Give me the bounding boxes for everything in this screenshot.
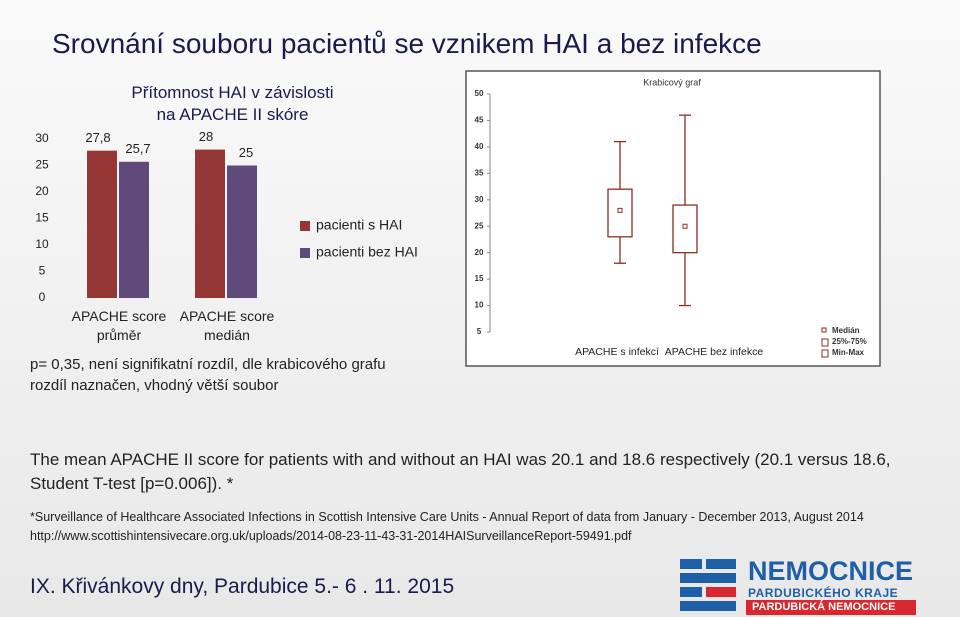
- y-tick-label: 25: [475, 221, 484, 230]
- note: p= 0,35, není signifikatní rozdíl, dle k…: [30, 356, 386, 394]
- legend-swatch: [300, 221, 310, 231]
- y-tick-label: 0: [39, 290, 46, 304]
- value-label: 28: [199, 129, 213, 144]
- legend-label: Medián: [832, 326, 860, 335]
- footer: IX. Křivánkovy dny, Pardubice 5.- 6 . 11…: [30, 575, 455, 598]
- y-tick-label: 10: [35, 237, 49, 251]
- box-chart-title: Krabicový graf: [643, 77, 701, 87]
- y-tick-label: 30: [35, 131, 49, 145]
- bar: [87, 150, 117, 298]
- logo-band: [746, 600, 916, 615]
- legend-swatch: [300, 248, 310, 258]
- y-tick-label: 15: [475, 274, 484, 283]
- y-tick-label: 35: [475, 168, 484, 177]
- legend-label: 25%-75%: [832, 337, 867, 346]
- slide-title: Srovnání souboru pacientů se vznikem HAI…: [52, 28, 762, 59]
- logo-text: PARDUBICKÉHO KRAJE: [748, 586, 899, 600]
- median-marker: [682, 223, 688, 229]
- y-tick-label: 5: [39, 264, 46, 278]
- y-tick-label: 25: [35, 158, 49, 172]
- logo-mark: [680, 555, 740, 613]
- legend-label: Min-Max: [832, 348, 865, 357]
- legend-swatch: [821, 349, 829, 358]
- median-marker: [617, 207, 623, 213]
- legend-label: pacienti s HAI: [316, 217, 402, 233]
- y-tick-label: 20: [475, 248, 484, 257]
- value-label: 25: [239, 145, 253, 160]
- bar: [119, 161, 149, 298]
- y-tick-label: 15: [35, 211, 49, 225]
- legend-label: pacienti bez HAI: [316, 244, 418, 260]
- y-tick-label: 20: [35, 184, 49, 198]
- summary: The mean APACHE II score for patients wi…: [30, 450, 891, 493]
- x-tick-label: APACHE score medián: [179, 308, 275, 343]
- value-label: 27,8: [85, 130, 110, 145]
- x-tick-label: APACHE s infekcí: [575, 346, 659, 358]
- footnote: *Surveillance of Healthcare Associated I…: [30, 510, 864, 543]
- y-tick-label: 5: [477, 327, 482, 336]
- y-tick-label: 30: [475, 195, 484, 204]
- logo-text: NEMOCNICE: [748, 556, 914, 586]
- bar: [227, 165, 257, 298]
- box: [672, 204, 698, 254]
- y-tick-label: 10: [475, 301, 484, 310]
- bar-chart-title: Přítomnost HAI v závislosti na APACHE II…: [131, 83, 334, 124]
- legend-swatch: [821, 338, 829, 347]
- logo-text: PARDUBICKÁ NEMOCNICE: [752, 601, 896, 613]
- y-tick-label: 40: [475, 142, 484, 151]
- y-tick-label: 50: [475, 89, 484, 98]
- legend-swatch: [821, 327, 827, 333]
- box: [607, 188, 633, 238]
- x-tick-label: APACHE score průměr: [71, 308, 167, 343]
- value-label: 25,7: [125, 141, 150, 156]
- bar: [195, 149, 225, 298]
- y-tick-label: 45: [475, 116, 484, 125]
- x-tick-label: APACHE bez infekce: [665, 346, 764, 358]
